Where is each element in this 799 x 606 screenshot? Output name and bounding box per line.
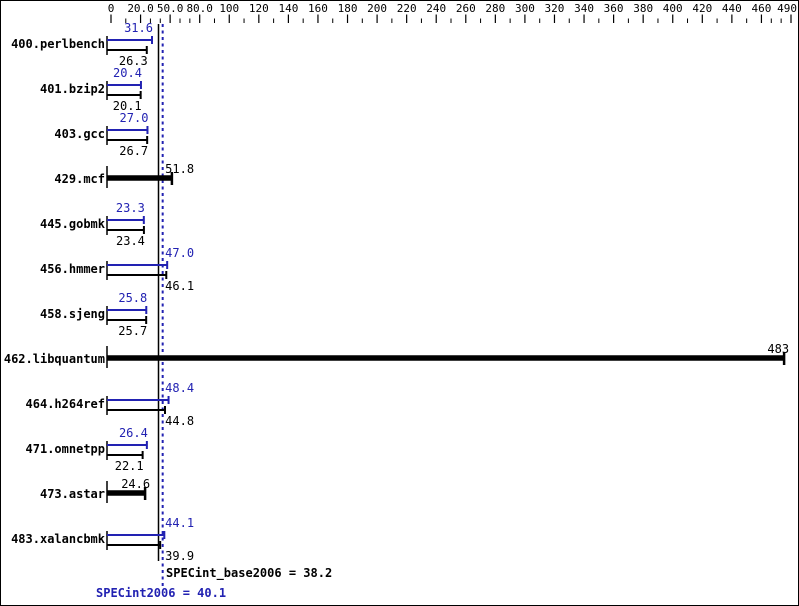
bar-value-label: 26.3 <box>119 54 148 68</box>
axis-tick-label: 260 <box>456 2 476 15</box>
bar-value-label: 48.4 <box>165 381 194 395</box>
benchmark-label: 471.omnetpp <box>26 442 105 456</box>
axis-tick-label: 360 <box>604 2 624 15</box>
bar-value-label: 20.4 <box>113 66 142 80</box>
axis-tick-label: 120 <box>249 2 269 15</box>
axis-tick-label: 340 <box>574 2 594 15</box>
axis-tick-label: 420 <box>692 2 712 15</box>
bar-value-label: 46.1 <box>165 279 194 293</box>
axis-tick-label: 100 <box>219 2 239 15</box>
benchmark-label: 473.astar <box>40 487 105 501</box>
bar-value-label: 23.3 <box>116 201 145 215</box>
axis-tick-label: 240 <box>426 2 446 15</box>
bar-value-label: 27.0 <box>120 111 149 125</box>
specint2006-summary-label: SPECint2006 = 40.1 <box>96 586 227 600</box>
bar-value-label: 25.8 <box>118 291 147 305</box>
benchmark-label: 429.mcf <box>54 172 105 186</box>
bar-value-label: 47.0 <box>165 246 194 260</box>
bar-value-label: 26.4 <box>119 426 148 440</box>
benchmark-label: 483.xalancbmk <box>11 532 106 546</box>
axis-tick-label: 140 <box>278 2 298 15</box>
axis-tick-label: 320 <box>545 2 565 15</box>
benchmark-label: 462.libquantum <box>4 352 105 366</box>
axis-tick-label: 160 <box>308 2 328 15</box>
axis-tick-label: 200 <box>367 2 387 15</box>
axis-tick-label: 50.0 <box>157 2 184 15</box>
bar-value-label: 20.1 <box>113 99 142 113</box>
bar-value-label: 51.8 <box>165 162 194 176</box>
axis-tick-label: 20.0 <box>127 2 154 15</box>
axis-tick-label: 0 <box>108 2 115 15</box>
benchmark-label: 445.gobmk <box>40 217 106 231</box>
axis-tick-label: 490 <box>777 2 797 15</box>
benchmark-label: 400.perlbench <box>11 37 105 51</box>
benchmark-label: 456.hmmer <box>40 262 105 276</box>
axis-tick-label: 300 <box>515 2 535 15</box>
benchmark-label: 403.gcc <box>54 127 105 141</box>
axis-tick-label: 380 <box>633 2 653 15</box>
specint-base2006-summary-label: SPECint_base2006 = 38.2 <box>166 566 333 580</box>
benchmark-label: 458.sjeng <box>40 307 105 321</box>
bar-value-label: 25.7 <box>118 324 147 338</box>
axis-tick-label: 280 <box>485 2 505 15</box>
bar-value-label: 26.7 <box>119 144 148 158</box>
bar-value-label: 39.9 <box>165 549 194 563</box>
axis-tick-label: 80.0 <box>186 2 213 15</box>
bar-value-label: 31.6 <box>124 21 153 35</box>
bar-value-label: 23.4 <box>116 234 145 248</box>
bar-value-label: 24.6 <box>121 477 150 491</box>
benchmark-label: 401.bzip2 <box>40 82 105 96</box>
bar-value-label: 44.8 <box>165 414 194 428</box>
benchmark-label: 464.h264ref <box>26 397 105 411</box>
axis-tick-label: 180 <box>338 2 358 15</box>
axis-tick-label: 400 <box>663 2 683 15</box>
axis-tick-label: 220 <box>397 2 417 15</box>
bar-value-label: 483 <box>767 342 789 356</box>
axis-tick-label: 440 <box>722 2 742 15</box>
bar-value-label: 22.1 <box>115 459 144 473</box>
bar-value-label: 44.1 <box>165 516 194 530</box>
axis-tick-label: 460 <box>751 2 771 15</box>
